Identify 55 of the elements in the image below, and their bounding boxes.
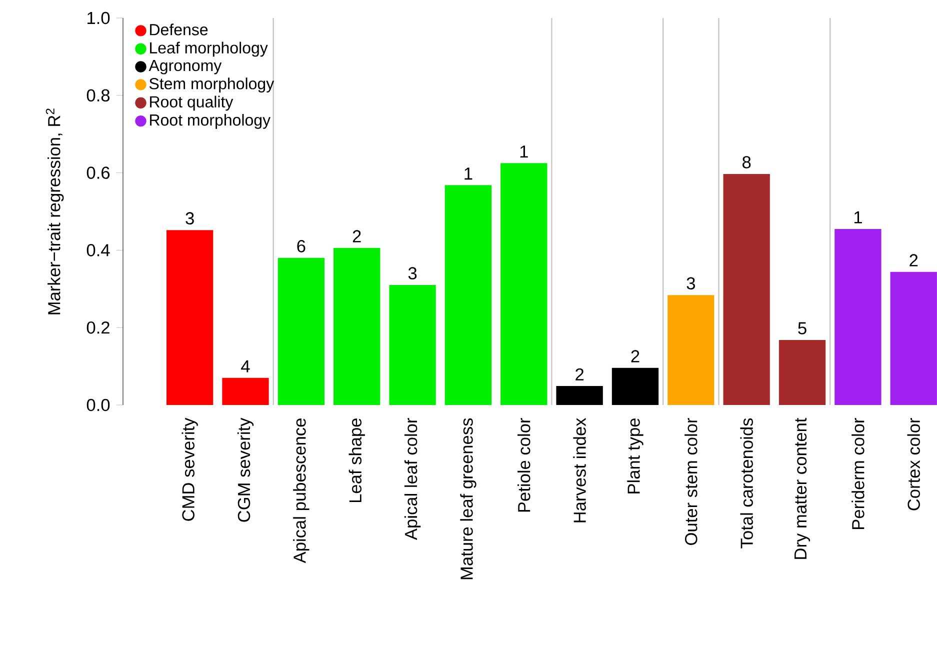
annotation: 3	[408, 267, 417, 280]
x-tick-label: Outer stem color	[684, 418, 698, 545]
x-tick-label: Plant type	[627, 418, 644, 494]
annotation: 8	[742, 156, 751, 168]
y-tick-label: 0.6	[86, 166, 110, 179]
x-tick-label: Apical leaf color	[404, 418, 421, 540]
y-tick-label: 0.2	[86, 321, 110, 334]
annotation: 1	[464, 168, 472, 180]
y-tick-label: 0.8	[86, 89, 110, 102]
legend-label: Root morphology	[150, 114, 271, 129]
bar	[444, 185, 492, 405]
x-tick-label: Dry matter content	[794, 418, 810, 559]
annotation: 2	[352, 230, 361, 242]
bar	[500, 163, 548, 405]
legend-label: Leaf morphology	[150, 42, 268, 57]
x-tick-label: Apical pubescence	[293, 418, 310, 564]
x-tick-label: CMD severity	[182, 418, 198, 521]
y-tick-label: 0.4	[86, 244, 110, 256]
bar	[556, 386, 603, 405]
annotation: 2	[910, 254, 918, 266]
annotation: 1	[854, 211, 862, 224]
legend-label: Root quality	[150, 96, 234, 111]
bar	[834, 228, 882, 405]
legend-label: Agronomy	[148, 60, 222, 74]
x-tick-label: CGM severity	[237, 418, 254, 522]
bar	[222, 378, 269, 405]
annotation: 2	[631, 350, 640, 362]
bar	[389, 285, 436, 405]
x-tick-label: Periderm color	[852, 418, 864, 529]
bar	[778, 340, 826, 405]
annotation: 4	[241, 360, 250, 372]
bar	[612, 368, 659, 405]
bar	[723, 174, 770, 405]
y-tick-label: 1.0	[88, 12, 110, 24]
x-tick-label: Petiole color	[518, 418, 530, 512]
legend-label: Stem morphology	[149, 78, 274, 92]
x-tick-label: Leaf shape	[348, 418, 365, 502]
legend-label: Defense	[150, 24, 208, 36]
annotation: 1	[520, 146, 528, 158]
bar	[278, 258, 325, 405]
bar	[890, 272, 937, 405]
y-axis-title: Marker−trait regression, R$^{2}$	[46, 108, 64, 314]
x-tick-label: Mature leaf greeness	[460, 418, 476, 580]
x-tick-label: Cortex color	[907, 418, 920, 510]
bar	[166, 230, 214, 405]
annotation: 6	[297, 240, 306, 252]
y-tick-label: 0.0	[86, 398, 110, 412]
annotation: 2	[576, 368, 584, 380]
bar	[334, 248, 380, 405]
x-tick-label: Total carotenoids	[740, 418, 753, 548]
x-tick-label: Harvest index	[573, 418, 586, 522]
annotation: 3	[686, 277, 695, 290]
annotation: 5	[798, 322, 806, 334]
annotation: 3	[186, 212, 194, 224]
bar	[668, 295, 714, 405]
